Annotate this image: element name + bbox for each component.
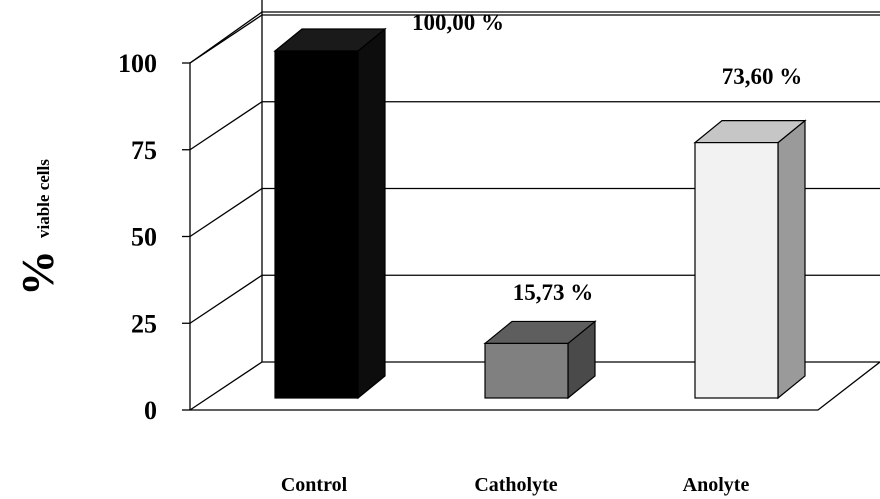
y-tick-label: 0 (144, 396, 157, 425)
gridline-side (189, 101, 263, 151)
chart-labels: 0 25 50 75 100 100,00 % 15,73 % 73,60 % Control C… (118, 10, 802, 496)
gridline-side (189, 187, 263, 238)
y-tick-label: 50 (131, 223, 157, 252)
bar-front (274, 50, 359, 399)
x-category-label: Control (281, 474, 348, 496)
bar-anolyte (693, 119, 807, 400)
bar-side (777, 119, 806, 400)
data-label-catholyte: 15,73 % (513, 280, 594, 305)
y-axis-label-main: % (12, 250, 63, 296)
y-tick-label: 75 (131, 136, 157, 165)
bar-control (273, 27, 387, 400)
bar-side (357, 27, 386, 400)
gridline-side (189, 274, 263, 324)
data-label-control: 100,00 % (412, 10, 504, 35)
y-tick-label: 25 (131, 309, 157, 338)
x-category-label: Catholyte (474, 474, 557, 496)
y-axis-label-sub: viable cells (34, 159, 53, 238)
gridline-side-top (189, 11, 263, 64)
bar-catholyte (483, 320, 597, 400)
y-tick-label: 100 (118, 49, 157, 78)
bars (273, 27, 807, 400)
bar-front (694, 142, 779, 399)
data-label-anolyte: 73,60 % (722, 64, 803, 89)
bar-front (484, 342, 569, 399)
y-axis-label: % viable cells (12, 159, 63, 296)
x-category-label: Anolyte (683, 474, 750, 496)
